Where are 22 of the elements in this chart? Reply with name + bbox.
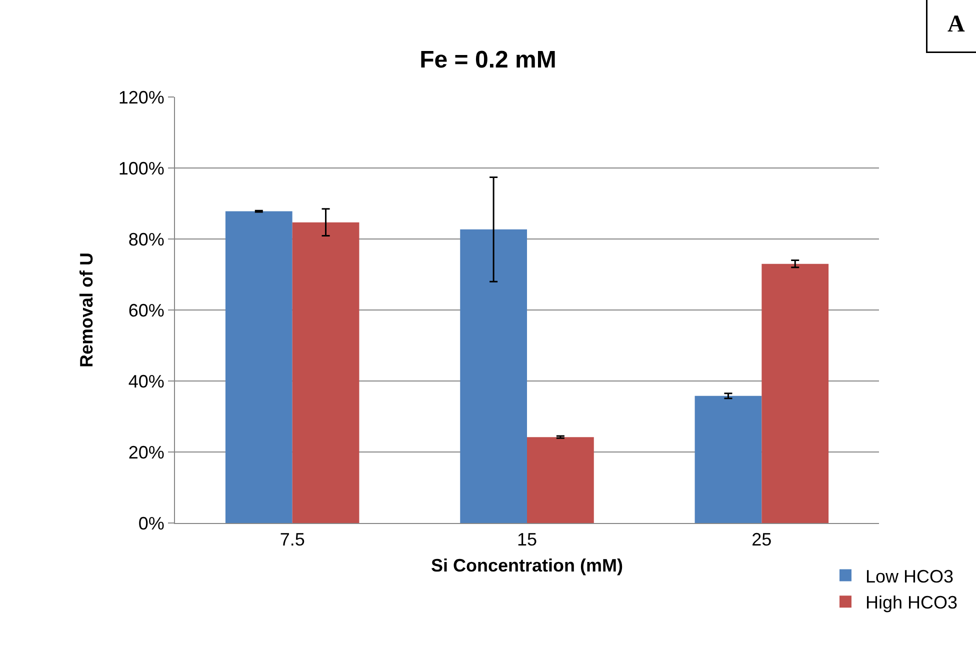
- bar: [225, 211, 292, 523]
- y-tick-label: 120%: [118, 87, 164, 108]
- bar: [460, 229, 527, 523]
- y-tick-label: 80%: [128, 229, 164, 250]
- y-tick-label: 0%: [138, 513, 164, 534]
- text: A: [948, 12, 966, 38]
- y-axis-title: Removal of U: [76, 252, 97, 368]
- y-tick-label: 40%: [128, 371, 164, 392]
- legend-label: Low HCO3: [865, 566, 954, 586]
- x-tick-label: 7.5: [280, 530, 305, 550]
- y-tick-label: 100%: [118, 158, 164, 178]
- y-tick-label: 20%: [128, 442, 164, 462]
- bar: [292, 222, 360, 523]
- x-tick-label: 15: [516, 530, 538, 550]
- legend-label: High HCO3: [865, 592, 958, 613]
- x-axis-title: Si Concentration (mM): [431, 556, 624, 576]
- x-tick-label: 25: [752, 530, 772, 550]
- y-tick-label: 60%: [128, 300, 164, 320]
- chart-title: Fe = 0.2 mM: [420, 46, 556, 74]
- bar: [694, 396, 762, 523]
- bar: [527, 437, 594, 523]
- bar: [762, 264, 829, 523]
